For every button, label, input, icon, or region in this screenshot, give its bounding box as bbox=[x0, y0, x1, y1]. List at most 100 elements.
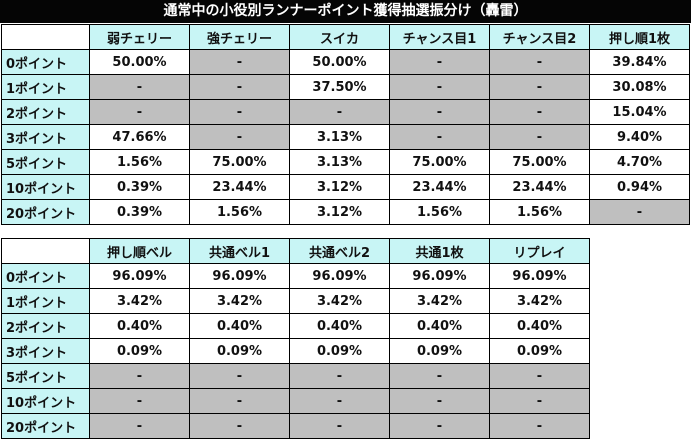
row-header: 3ポイント bbox=[1, 124, 90, 150]
point-table-common-roles: 押し順ベル 共通ベル1 共通ベル2 共通1枚 リプレイ 0ポイント 96.09% 9… bbox=[1, 238, 590, 439]
table-cell: - bbox=[189, 413, 290, 439]
column-header: リプレイ bbox=[489, 238, 590, 264]
table-cell: 1.56% bbox=[489, 199, 590, 225]
table-row: 2ポイント - - - - -15.04% bbox=[1, 99, 690, 125]
table-cell: 96.09% bbox=[489, 263, 590, 289]
table-row: 10ポイント - - - - - bbox=[1, 388, 590, 414]
table-cell: - bbox=[89, 74, 190, 100]
table-row: 20ポイント 0.39% 1.56% 3.12% 1.56% 1.56% - bbox=[1, 199, 690, 225]
table-cell: 96.09% bbox=[389, 263, 490, 289]
table-row: 0ポイント 96.09% 96.09% 96.09% 96.09% 96.09% bbox=[1, 263, 590, 289]
table-cell: 0.09% bbox=[189, 338, 290, 364]
table-cell: 3.42% bbox=[389, 288, 490, 314]
table-cell: 0.09% bbox=[89, 338, 190, 364]
table-cell: 0.94% bbox=[589, 174, 690, 200]
table-cell: 4.70% bbox=[589, 149, 690, 175]
row-header: 3ポイント bbox=[1, 338, 90, 364]
table-cell: 50.00% bbox=[289, 49, 390, 75]
table-cell: - bbox=[289, 388, 390, 414]
table-cell: 3.42% bbox=[489, 288, 590, 314]
table-cell: 96.09% bbox=[289, 263, 390, 289]
table-cell: - bbox=[489, 413, 590, 439]
table-cell: 0.40% bbox=[89, 313, 190, 339]
table-cell: 0.09% bbox=[489, 338, 590, 364]
table-cell: 50.00% bbox=[89, 49, 190, 75]
column-header: 共通ベル1 bbox=[189, 238, 290, 264]
row-header: 2ポイント bbox=[1, 313, 90, 339]
table-cell: - bbox=[89, 99, 190, 125]
table-cell: - bbox=[189, 124, 290, 150]
table-cell: 0.39% bbox=[89, 199, 190, 225]
table-row: 20ポイント - - - - - bbox=[1, 413, 590, 439]
table-cell: 1.56% bbox=[89, 149, 190, 175]
table-cell: - bbox=[489, 124, 590, 150]
table-cell: - bbox=[489, 388, 590, 414]
table-cell: 3.12% bbox=[289, 199, 390, 225]
row-header: 10ポイント bbox=[1, 388, 90, 414]
table-cell: 3.42% bbox=[189, 288, 290, 314]
column-header: チャンス目2 bbox=[489, 24, 590, 50]
column-header: チャンス目1 bbox=[389, 24, 490, 50]
table-cell: 75.00% bbox=[189, 149, 290, 175]
table-cell: 75.00% bbox=[489, 149, 590, 175]
table-header-row: 弱チェリー 強チェリー スイカ チャンス目1 チャンス目2 押し順1枚 bbox=[1, 24, 690, 50]
column-header: 共通1枚 bbox=[389, 238, 490, 264]
column-header: 強チェリー bbox=[189, 24, 290, 50]
table-cell: 23.44% bbox=[489, 174, 590, 200]
table-cell: - bbox=[489, 363, 590, 389]
table-cell: 1.56% bbox=[189, 199, 290, 225]
row-header: 20ポイント bbox=[1, 413, 90, 439]
table-cell: - bbox=[89, 413, 190, 439]
table-cell: 23.44% bbox=[389, 174, 490, 200]
table-cell: 0.40% bbox=[489, 313, 590, 339]
row-header: 1ポイント bbox=[1, 74, 90, 100]
column-header: 弱チェリー bbox=[89, 24, 190, 50]
table-cell: 0.09% bbox=[289, 338, 390, 364]
table-cell: 0.09% bbox=[389, 338, 490, 364]
table-cell: - bbox=[489, 49, 590, 75]
table-cell: - bbox=[189, 363, 290, 389]
table-cell: 30.08% bbox=[589, 74, 690, 100]
table-cell: - bbox=[289, 99, 390, 125]
table-cell: - bbox=[389, 388, 490, 414]
table-cell: 1.56% bbox=[389, 199, 490, 225]
row-header: 0ポイント bbox=[1, 49, 90, 75]
table-cell: 3.42% bbox=[89, 288, 190, 314]
row-header: 10ポイント bbox=[1, 174, 90, 200]
row-header: 5ポイント bbox=[1, 149, 90, 175]
table-cell: - bbox=[89, 363, 190, 389]
column-header: 共通ベル2 bbox=[289, 238, 390, 264]
table-cell: - bbox=[389, 99, 490, 125]
row-header: 0ポイント bbox=[1, 263, 90, 289]
table-cell: - bbox=[489, 74, 590, 100]
table-cell: 9.40% bbox=[589, 124, 690, 150]
table-cell: - bbox=[589, 199, 690, 225]
table-cell: - bbox=[389, 363, 490, 389]
page-title: 通常中の小役別ランナーポイント獲得抽選振分け（轟雷） bbox=[0, 0, 691, 23]
corner-cell bbox=[1, 238, 90, 264]
column-header: スイカ bbox=[289, 24, 390, 50]
row-header: 2ポイント bbox=[1, 99, 90, 125]
table-cell: - bbox=[189, 49, 290, 75]
table-row: 5ポイント 1.56% 75.00% 3.13% 75.00% 75.00% 4.70% bbox=[1, 149, 690, 175]
table-row: 3ポイント 47.66% -3.13% - -9.40% bbox=[1, 124, 690, 150]
point-table-rare-roles: 弱チェリー 強チェリー スイカ チャンス目1 チャンス目2 押し順1枚 0ポイン… bbox=[1, 24, 690, 225]
column-header: 押し順ベル bbox=[89, 238, 190, 264]
table-cell: 0.40% bbox=[189, 313, 290, 339]
table-row: 1ポイント - -37.50% - -30.08% bbox=[1, 74, 690, 100]
table-cell: 3.12% bbox=[289, 174, 390, 200]
table-cell: 3.42% bbox=[289, 288, 390, 314]
row-header: 20ポイント bbox=[1, 199, 90, 225]
table-cell: 39.84% bbox=[589, 49, 690, 75]
table-cell: 96.09% bbox=[89, 263, 190, 289]
table-cell: - bbox=[89, 388, 190, 414]
table-cell: - bbox=[389, 413, 490, 439]
table-row: 3ポイント 0.09% 0.09% 0.09% 0.09% 0.09% bbox=[1, 338, 590, 364]
table-cell: 0.40% bbox=[389, 313, 490, 339]
table-cell: 0.39% bbox=[89, 174, 190, 200]
table-cell: 75.00% bbox=[389, 149, 490, 175]
table-cell: - bbox=[389, 74, 490, 100]
table-row: 10ポイント 0.39% 23.44% 3.12% 23.44% 23.44% 0.94% bbox=[1, 174, 690, 200]
table-row: 1ポイント 3.42% 3.42% 3.42% 3.42% 3.42% bbox=[1, 288, 590, 314]
table-cell: 96.09% bbox=[189, 263, 290, 289]
